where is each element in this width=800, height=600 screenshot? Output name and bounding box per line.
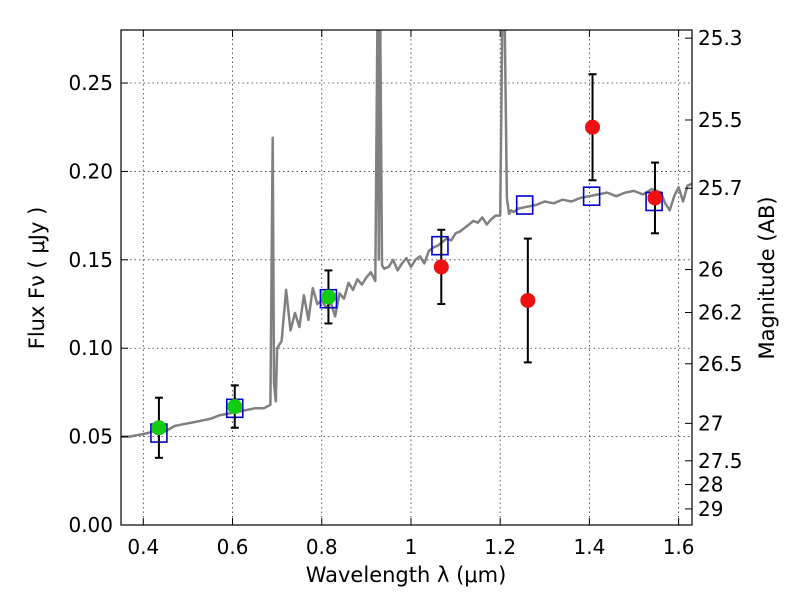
y-axis-label: Flux Fν ( μJy ) [25,207,49,350]
spectrum-line [121,30,692,438]
y-tick-label: 0.25 [68,71,113,95]
mag-tick-label: 27 [698,411,723,435]
mag-tick-label: 28 [698,473,723,497]
x-tick-label: 1.2 [484,535,516,559]
x-tick-label: 1 [405,535,418,559]
green-data-point [151,420,167,436]
x-tick-label: 0.8 [306,535,338,559]
x-tick-label: 0.6 [217,535,249,559]
y-tick-label: 0.00 [68,513,113,537]
model-square-point [431,235,449,256]
red-data-point [433,259,449,275]
mag-tick-label: 27.5 [698,449,743,473]
mag-tick-label: 26.5 [698,352,743,376]
y-tick-label: 0.15 [68,248,113,272]
x-tick-label: 0.4 [127,535,159,559]
mag-tick-label: 25.5 [698,108,743,132]
y-tick-label: 0.20 [68,159,113,183]
x-tick-label: 1.6 [663,535,695,559]
y2-axis-label: Magnitude (AB) [755,196,779,359]
green-data-point [227,399,243,415]
ticks: 0.4 0.6 0.8 1 1.2 1.4 1.6 0.00 0.05 0.10 0.15 0.20 0… [68,26,742,559]
red-data-point [585,119,601,135]
mag-tick-label: 26 [698,258,723,282]
plot-area [121,30,692,525]
model-square-point [515,195,534,215]
x-axis-label: Wavelength λ (μm) [306,563,507,587]
x-tick-label: 1.4 [573,535,605,559]
model-square-point [582,186,601,206]
green-data-point [320,289,336,305]
mag-tick-label: 26.2 [698,301,743,325]
y-tick-label: 0.10 [68,336,113,360]
mag-tick-label: 29 [698,497,723,521]
red-data-point [520,292,536,308]
red-data-point [647,190,663,206]
mag-tick-label: 25.3 [698,26,743,50]
plot-frame [120,29,693,526]
y-tick-label: 0.05 [68,425,113,449]
series-group [121,30,692,459]
mag-tick-label: 25.7 [698,176,743,200]
grid [121,30,692,525]
